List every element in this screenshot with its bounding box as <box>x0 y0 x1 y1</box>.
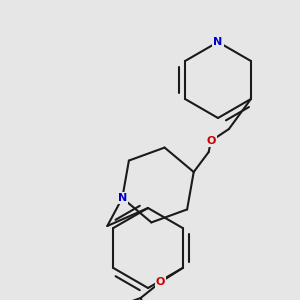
Text: O: O <box>206 136 216 146</box>
Text: O: O <box>156 277 165 287</box>
Text: N: N <box>118 193 127 203</box>
Text: N: N <box>213 37 223 47</box>
